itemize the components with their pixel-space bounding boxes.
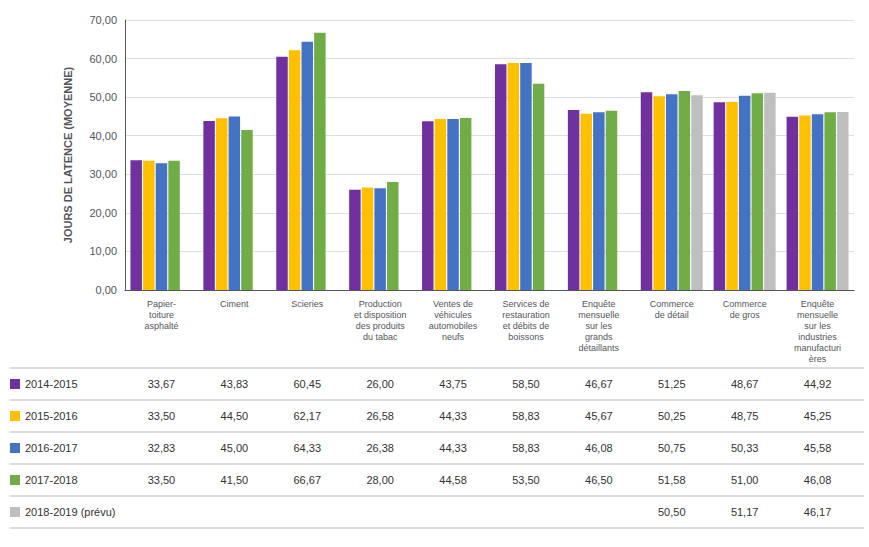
svg-text:ères: ères xyxy=(809,354,827,364)
svg-text:2018-2019 (prévu): 2018-2019 (prévu) xyxy=(25,506,116,518)
svg-text:58,50: 58,50 xyxy=(512,378,540,390)
svg-text:51,25: 51,25 xyxy=(658,378,686,390)
svg-text:46,50: 46,50 xyxy=(585,474,613,486)
svg-text:51,58: 51,58 xyxy=(658,474,686,486)
svg-text:26,38: 26,38 xyxy=(366,442,394,454)
svg-text:43,75: 43,75 xyxy=(439,378,467,390)
svg-text:33,50: 33,50 xyxy=(148,474,176,486)
svg-text:50,50: 50,50 xyxy=(658,506,686,518)
svg-text:32,83: 32,83 xyxy=(148,442,176,454)
svg-text:45,00: 45,00 xyxy=(221,442,249,454)
svg-text:restauration: restauration xyxy=(502,310,550,320)
svg-text:du tabac: du tabac xyxy=(363,332,398,342)
svg-text:Papier-: Papier- xyxy=(147,299,176,309)
svg-text:2016-2017: 2016-2017 xyxy=(25,442,78,454)
svg-text:industries: industries xyxy=(798,332,837,342)
svg-text:44,33: 44,33 xyxy=(439,442,467,454)
svg-text:66,67: 66,67 xyxy=(293,474,321,486)
svg-text:de détail: de détail xyxy=(655,310,689,320)
svg-text:Enquête: Enquête xyxy=(801,299,835,309)
svg-text:de gros: de gros xyxy=(730,310,761,320)
svg-text:Scieries: Scieries xyxy=(291,299,324,309)
svg-text:détaillants: détaillants xyxy=(579,343,620,353)
svg-text:46,08: 46,08 xyxy=(585,442,613,454)
svg-text:asphalté: asphalté xyxy=(144,321,178,331)
svg-text:58,83: 58,83 xyxy=(512,410,540,422)
svg-text:manufacturi: manufacturi xyxy=(794,343,841,353)
svg-text:10,00: 10,00 xyxy=(89,245,117,257)
svg-text:JOURS DE LATENCE (MOYENNE): JOURS DE LATENCE (MOYENNE) xyxy=(62,66,74,243)
svg-text:sur les: sur les xyxy=(586,321,613,331)
svg-text:Services de: Services de xyxy=(502,299,549,309)
svg-text:60,00: 60,00 xyxy=(89,53,117,65)
svg-text:50,25: 50,25 xyxy=(658,410,686,422)
svg-text:2017-2018: 2017-2018 xyxy=(25,474,78,486)
svg-text:33,50: 33,50 xyxy=(148,410,176,422)
svg-text:46,08: 46,08 xyxy=(804,474,832,486)
svg-text:des produits: des produits xyxy=(356,321,406,331)
svg-text:50,00: 50,00 xyxy=(89,91,117,103)
svg-text:Ciment: Ciment xyxy=(220,299,249,309)
svg-text:70,00: 70,00 xyxy=(89,14,117,26)
svg-text:51,00: 51,00 xyxy=(731,474,759,486)
svg-text:Commerce: Commerce xyxy=(650,299,694,309)
svg-text:60,45: 60,45 xyxy=(293,378,321,390)
svg-text:40,00: 40,00 xyxy=(89,130,117,142)
svg-text:véhicules: véhicules xyxy=(434,310,472,320)
svg-text:et débits de: et débits de xyxy=(503,321,550,331)
svg-text:44,33: 44,33 xyxy=(439,410,467,422)
svg-text:26,00: 26,00 xyxy=(366,378,394,390)
svg-text:62,17: 62,17 xyxy=(293,410,321,422)
svg-text:58,83: 58,83 xyxy=(512,442,540,454)
svg-text:64,33: 64,33 xyxy=(293,442,321,454)
svg-text:Ventes de: Ventes de xyxy=(433,299,473,309)
svg-text:0,00: 0,00 xyxy=(96,284,117,296)
svg-text:50,75: 50,75 xyxy=(658,442,686,454)
svg-text:46,67: 46,67 xyxy=(585,378,613,390)
svg-text:2015-2016: 2015-2016 xyxy=(25,410,78,422)
svg-text:26,58: 26,58 xyxy=(366,410,394,422)
svg-text:20,00: 20,00 xyxy=(89,207,117,219)
svg-text:sur les: sur les xyxy=(804,321,831,331)
svg-text:30,00: 30,00 xyxy=(89,168,117,180)
svg-text:45,58: 45,58 xyxy=(804,442,832,454)
svg-text:44,58: 44,58 xyxy=(439,474,467,486)
svg-text:toiture: toiture xyxy=(149,310,174,320)
svg-text:mensuelle: mensuelle xyxy=(578,310,619,320)
svg-text:50,33: 50,33 xyxy=(731,442,759,454)
svg-text:grands: grands xyxy=(585,332,613,342)
svg-text:41,50: 41,50 xyxy=(221,474,249,486)
svg-text:45,67: 45,67 xyxy=(585,410,613,422)
svg-text:44,50: 44,50 xyxy=(221,410,249,422)
svg-text:Production: Production xyxy=(359,299,402,309)
svg-text:Enquête: Enquête xyxy=(582,299,616,309)
svg-text:mensuelle: mensuelle xyxy=(797,310,838,320)
svg-text:et disposition: et disposition xyxy=(354,310,407,320)
svg-text:neufs: neufs xyxy=(442,332,465,342)
svg-text:28,00: 28,00 xyxy=(366,474,394,486)
svg-text:33,67: 33,67 xyxy=(148,378,176,390)
svg-text:46,17: 46,17 xyxy=(804,506,832,518)
svg-text:51,17: 51,17 xyxy=(731,506,759,518)
svg-text:48,75: 48,75 xyxy=(731,410,759,422)
svg-text:53,50: 53,50 xyxy=(512,474,540,486)
svg-text:44,92: 44,92 xyxy=(804,378,832,390)
svg-text:Commerce: Commerce xyxy=(723,299,767,309)
svg-text:43,83: 43,83 xyxy=(221,378,249,390)
svg-text:automobiles: automobiles xyxy=(429,321,478,331)
svg-text:2014-2015: 2014-2015 xyxy=(25,378,78,390)
svg-text:45,25: 45,25 xyxy=(804,410,832,422)
svg-text:boissons: boissons xyxy=(508,332,544,342)
svg-text:48,67: 48,67 xyxy=(731,378,759,390)
